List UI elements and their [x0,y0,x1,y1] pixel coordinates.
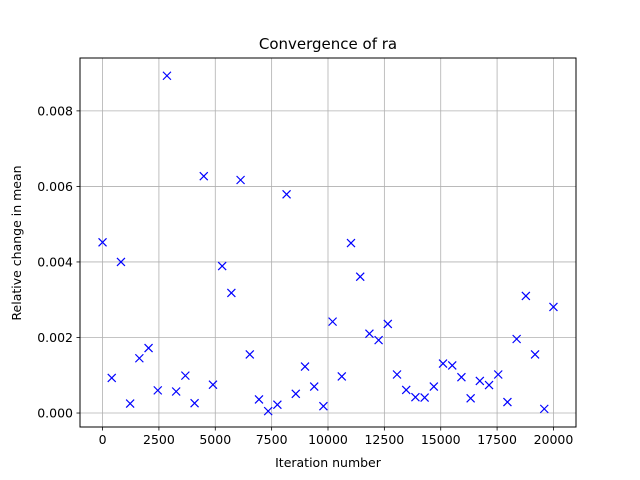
x-tick-label: 0 [99,432,107,447]
y-tick-label: 0.000 [37,406,73,421]
data-point [153,385,163,395]
x-tick-label: 5000 [199,432,231,447]
data-point [217,261,227,271]
x-tick-label: 10000 [308,432,348,447]
y-tick-label: 0.004 [37,254,73,269]
data-point [512,334,522,344]
data-point [263,406,273,416]
data-point [337,371,347,381]
x-tick-label: 17500 [477,432,517,447]
data-point [346,238,356,248]
data-point [364,329,374,339]
axis-ticks: 0 2500 5000 7500 10000 12500 15000 17500 20000 0.… [37,103,573,447]
data-point [466,393,476,403]
data-point [190,398,200,408]
data-point [125,399,135,409]
y-axis-label: Relative change in mean [9,165,24,320]
data-point [447,361,457,370]
data-point [134,353,144,363]
data-point [199,171,209,181]
x-axis-label: Iteration number [275,455,382,470]
data-point [503,397,512,407]
y-tick-label: 0.006 [37,179,73,194]
x-tick-label: 2500 [143,432,175,447]
data-point [456,372,466,382]
data-point [180,371,190,381]
chart-title: Convergence of ra [259,35,397,53]
data-point [272,400,282,410]
data-point [98,237,107,247]
data-point [429,382,439,392]
data-point [171,387,181,396]
data-point [549,302,558,312]
data-point [254,395,264,404]
data-point [291,389,301,399]
data-point [484,380,494,390]
data-point [383,319,393,329]
data-point [475,376,485,386]
data-point [355,272,365,282]
data-point [300,362,310,371]
data-point [411,392,420,402]
data-point [401,385,411,395]
x-tick-label: 20000 [534,432,574,447]
data-point [438,359,448,368]
data-point [116,257,126,267]
data-point [318,401,328,411]
data-point [493,370,503,379]
data-point [420,393,430,402]
data-point [236,175,245,185]
data-point [226,288,236,298]
y-tick-label: 0.008 [37,103,73,118]
data-point [162,71,172,81]
data-point [309,382,319,392]
data-point [208,380,218,390]
data-point [374,335,384,345]
x-tick-label: 15000 [421,432,461,447]
data-point [530,350,540,359]
data-point [107,373,117,383]
data-point [392,370,402,379]
data-point [328,317,338,327]
y-tick-label: 0.002 [37,330,73,345]
data-point [144,343,153,353]
grid-lines [80,58,576,427]
data-point [245,350,255,359]
data-point [539,404,549,414]
x-tick-label: 7500 [256,432,288,447]
data-markers [98,71,558,416]
x-tick-label: 12500 [364,432,404,447]
data-point [282,189,292,199]
data-point [521,291,531,301]
